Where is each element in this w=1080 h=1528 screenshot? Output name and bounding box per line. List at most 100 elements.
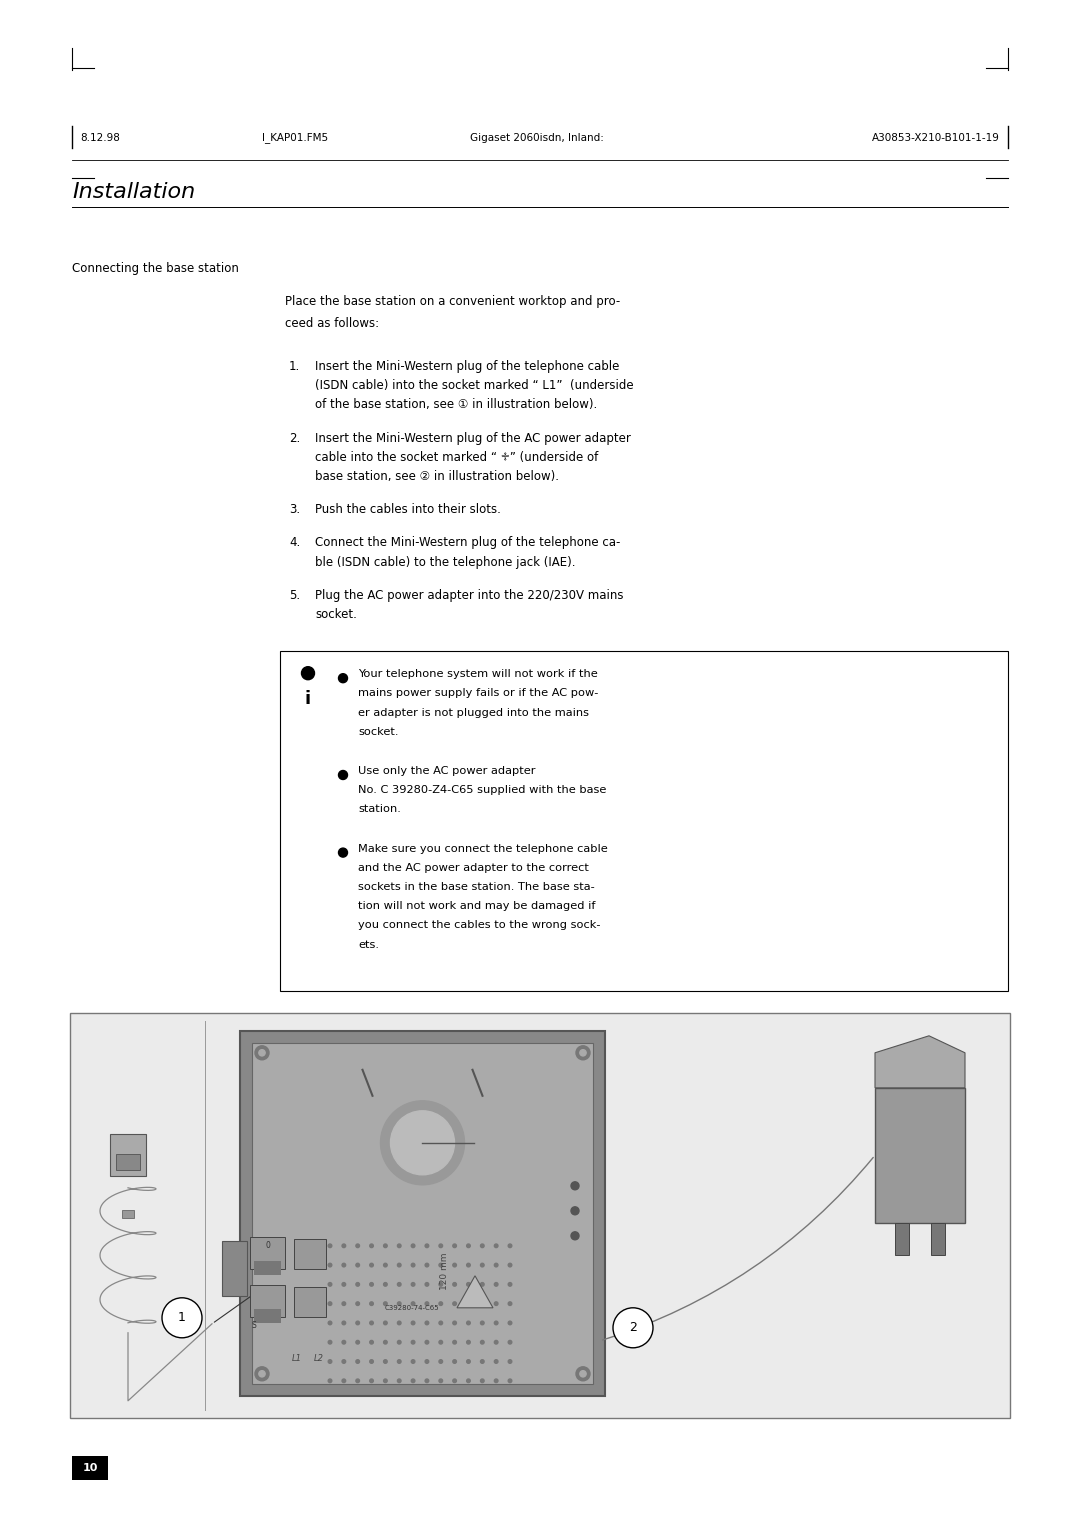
Text: base station, see ② in illustration below).: base station, see ② in illustration belo…	[315, 471, 559, 483]
Circle shape	[481, 1302, 484, 1305]
Bar	[254, 1261, 281, 1274]
Text: Plug the AC power adapter into the 220/230V mains: Plug the AC power adapter into the 220/2…	[315, 588, 623, 602]
Text: Connect the Mini-Western plug of the telephone ca-: Connect the Mini-Western plug of the tel…	[315, 536, 620, 550]
Text: Gigaset 2060isdn, Inland:: Gigaset 2060isdn, Inland:	[470, 133, 604, 144]
Circle shape	[397, 1264, 401, 1267]
Circle shape	[481, 1244, 484, 1247]
Text: 1.: 1.	[289, 361, 300, 373]
Circle shape	[338, 848, 348, 857]
Text: 2: 2	[629, 1322, 637, 1334]
Bar	[240, 1031, 605, 1395]
Circle shape	[426, 1264, 429, 1267]
Polygon shape	[875, 1036, 966, 1088]
Circle shape	[369, 1360, 374, 1363]
Text: ble (ISDN cable) to the telephone jack (IAE).: ble (ISDN cable) to the telephone jack (…	[315, 556, 576, 568]
Text: 10: 10	[82, 1462, 97, 1473]
Circle shape	[571, 1207, 579, 1215]
Circle shape	[509, 1282, 512, 1287]
Circle shape	[580, 1371, 586, 1377]
Circle shape	[328, 1378, 332, 1383]
Circle shape	[467, 1340, 470, 1345]
Bar	[110, 1134, 146, 1177]
Text: L1: L1	[292, 1354, 302, 1363]
Circle shape	[426, 1378, 429, 1383]
Text: 3.: 3.	[289, 503, 300, 516]
Bar	[875, 1088, 966, 1222]
Circle shape	[426, 1302, 429, 1305]
Text: 2.: 2.	[289, 431, 300, 445]
Circle shape	[356, 1244, 360, 1247]
Circle shape	[453, 1244, 457, 1247]
Circle shape	[342, 1302, 346, 1305]
Circle shape	[369, 1244, 374, 1247]
Bar	[931, 1222, 945, 1254]
Circle shape	[356, 1322, 360, 1325]
Circle shape	[453, 1282, 457, 1287]
Circle shape	[383, 1322, 388, 1325]
Bar	[294, 1287, 326, 1317]
Circle shape	[383, 1264, 388, 1267]
Bar	[895, 1222, 909, 1254]
Text: L2: L2	[314, 1354, 324, 1363]
Text: 0: 0	[265, 1241, 270, 1250]
Circle shape	[495, 1302, 498, 1305]
Text: Place the base station on a convenient worktop and pro-: Place the base station on a convenient w…	[285, 295, 620, 309]
Circle shape	[383, 1282, 388, 1287]
Circle shape	[255, 1045, 269, 1060]
Circle shape	[481, 1322, 484, 1325]
Bar	[254, 1309, 281, 1323]
Circle shape	[356, 1378, 360, 1383]
Text: ceed as follows:: ceed as follows:	[285, 316, 379, 330]
Circle shape	[481, 1340, 484, 1345]
Circle shape	[383, 1360, 388, 1363]
Circle shape	[369, 1322, 374, 1325]
Text: (ISDN cable) into the socket marked “ L1”  (underside: (ISDN cable) into the socket marked “ L1…	[315, 379, 634, 393]
Circle shape	[383, 1340, 388, 1345]
Circle shape	[495, 1244, 498, 1247]
Circle shape	[380, 1100, 464, 1184]
Circle shape	[467, 1282, 470, 1287]
Text: 4.: 4.	[289, 536, 300, 550]
Circle shape	[467, 1302, 470, 1305]
Circle shape	[411, 1264, 415, 1267]
Circle shape	[509, 1322, 512, 1325]
Circle shape	[438, 1360, 443, 1363]
Text: of the base station, see ① in illustration below).: of the base station, see ① in illustrati…	[315, 399, 597, 411]
Bar	[222, 1241, 247, 1296]
Circle shape	[411, 1378, 415, 1383]
Circle shape	[328, 1282, 332, 1287]
Circle shape	[438, 1322, 443, 1325]
Circle shape	[426, 1340, 429, 1345]
Text: 1: 1	[178, 1311, 186, 1325]
Circle shape	[426, 1282, 429, 1287]
Circle shape	[481, 1378, 484, 1383]
Circle shape	[467, 1378, 470, 1383]
Text: 8.12.98: 8.12.98	[80, 133, 120, 144]
Circle shape	[509, 1302, 512, 1305]
Text: i: i	[305, 691, 311, 707]
Text: er adapter is not plugged into the mains: er adapter is not plugged into the mains	[357, 707, 589, 718]
Circle shape	[383, 1302, 388, 1305]
Circle shape	[495, 1360, 498, 1363]
Circle shape	[411, 1244, 415, 1247]
Circle shape	[369, 1378, 374, 1383]
Circle shape	[571, 1181, 579, 1190]
Circle shape	[338, 770, 348, 779]
Text: Insert the Mini-Western plug of the AC power adapter: Insert the Mini-Western plug of the AC p…	[315, 431, 631, 445]
Circle shape	[397, 1302, 401, 1305]
Circle shape	[509, 1244, 512, 1247]
Circle shape	[397, 1282, 401, 1287]
Circle shape	[162, 1297, 202, 1339]
Circle shape	[571, 1232, 579, 1239]
Text: Make sure you connect the telephone cable: Make sure you connect the telephone cabl…	[357, 843, 608, 854]
Bar	[294, 1239, 326, 1268]
Text: Push the cables into their slots.: Push the cables into their slots.	[315, 503, 501, 516]
Circle shape	[342, 1378, 346, 1383]
Circle shape	[328, 1264, 332, 1267]
Text: S: S	[252, 1322, 257, 1331]
Text: A30853-X210-B101-1-19: A30853-X210-B101-1-19	[873, 133, 1000, 144]
Circle shape	[453, 1360, 457, 1363]
Circle shape	[576, 1368, 590, 1381]
Bar	[72, 1456, 108, 1479]
Circle shape	[301, 666, 314, 680]
